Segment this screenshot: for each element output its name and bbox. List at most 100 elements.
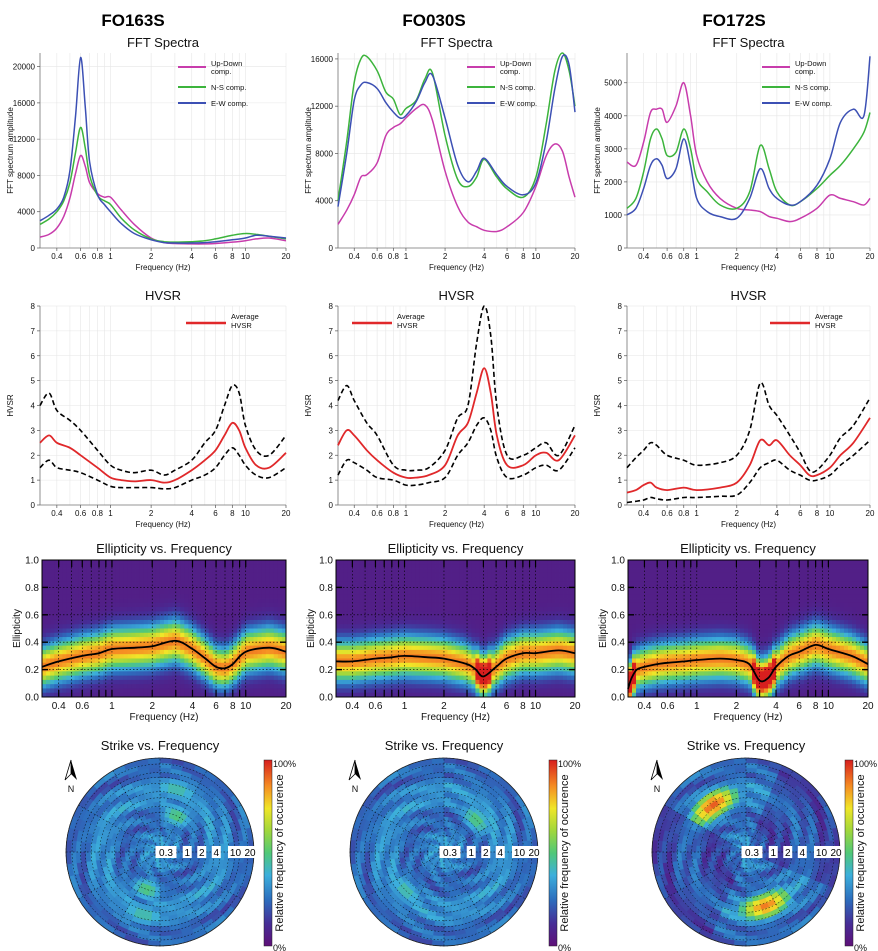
heatmap-cell [555,572,560,578]
heatmap-cell [423,577,429,582]
y-tick-label: 1000 [604,211,622,220]
heatmap-cell [70,607,75,612]
heatmap-cell [483,662,488,668]
data-point [769,188,770,189]
heatmap-cell [212,641,218,647]
heatmap-cell [399,564,405,569]
heatmap-cell [103,568,108,574]
heatmap-cell [451,628,456,634]
heatmap-cell [184,628,189,634]
heatmap-cell [143,679,149,685]
heatmap-cell [277,564,283,569]
heatmap-cell [495,564,500,569]
heatmap-cell [387,577,393,582]
heatmap-cell [249,645,254,651]
heatmap-cell [192,568,197,574]
data-point [476,425,477,426]
heatmap-cell [435,688,440,694]
heatmap-cell [123,560,128,565]
heatmap-cell [571,568,576,574]
heatmap-cell [451,594,456,599]
heatmap-cell [50,641,55,647]
heatmap-cell [351,611,357,617]
y-tick-label: 1.0 [319,556,333,567]
heatmap-cell [363,611,369,617]
heatmap-cell [375,662,381,668]
heatmap-cell [475,692,480,698]
heatmap-cell [483,589,488,595]
heatmap-cell [451,684,456,689]
heatmap-cell [547,679,552,685]
data-point [816,480,817,481]
data-point [269,477,270,478]
heatmap-cell [107,654,112,659]
heatmap-cell [475,581,480,587]
heatmap-cell [159,581,165,587]
heatmap-cell [499,628,504,634]
heatmap-cell [86,637,92,642]
heatmap-cell [391,641,397,647]
heatmap-cell [212,667,218,672]
heatmap-cell [507,602,512,608]
heatmap-cell [50,607,55,612]
heatmap-cell [371,662,377,668]
heatmap-cell [196,667,201,672]
heatmap-cell [367,679,373,685]
heatmap-cell [632,619,637,625]
heatmap-cell [90,607,96,612]
heatmap-cell [571,671,576,676]
heatmap-cell [491,645,496,651]
heatmap-cell [423,615,429,621]
heatmap-cell [539,688,544,694]
heatmap-cell [519,628,524,634]
heatmap-cell [281,589,287,595]
heatmap-cell [111,615,116,621]
legend-label: Up-Down comp. [500,59,531,76]
heatmap-cell [483,688,488,694]
heatmap-cell [527,637,532,642]
heatmap-cell [519,572,524,578]
heatmap-cell [531,581,536,587]
heatmap-cell [78,632,84,638]
heatmap-cell [249,577,254,582]
heatmap-cell [343,662,349,668]
heatmap-cell [208,572,214,578]
heatmap-cell [155,671,161,676]
heatmap-cell [42,675,47,681]
y-tick-label: 7 [31,327,36,336]
heatmap-cell [371,641,377,647]
heatmap-cell [539,624,544,629]
data-point [224,435,225,436]
heatmap-cell [208,581,214,587]
heatmap-cell [82,624,88,629]
heatmap-cell [567,675,572,681]
heatmap-cell [531,624,536,629]
heatmap-cell [176,619,181,625]
heatmap-cell [395,598,401,604]
heatmap-cell [451,671,456,676]
heatmap-cell [467,632,472,638]
heatmap-cell [455,684,460,689]
heatmap-cell [237,577,242,582]
heatmap-cell [407,615,413,621]
heatmap-cell [632,602,637,608]
heatmap-cell [62,645,67,651]
heatmap-cell [123,671,128,676]
heatmap-cell [455,628,460,634]
heatmap-cell [50,628,55,634]
heatmap-cell [131,637,136,642]
heatmap-cell [487,564,492,569]
heatmap-cell [403,671,409,676]
heatmap-cell [208,662,214,668]
heatmap-cell [233,628,238,634]
heatmap-cell [188,594,193,599]
heatmap-cell [503,607,508,612]
heatmap-cell [547,675,552,681]
heatmap-cell [403,628,409,634]
heatmap-cell [571,594,576,599]
data-point [245,240,246,241]
data-point [562,150,563,151]
data-point [255,475,256,476]
heatmap-cell [192,602,197,608]
heatmap-cell [519,679,524,685]
